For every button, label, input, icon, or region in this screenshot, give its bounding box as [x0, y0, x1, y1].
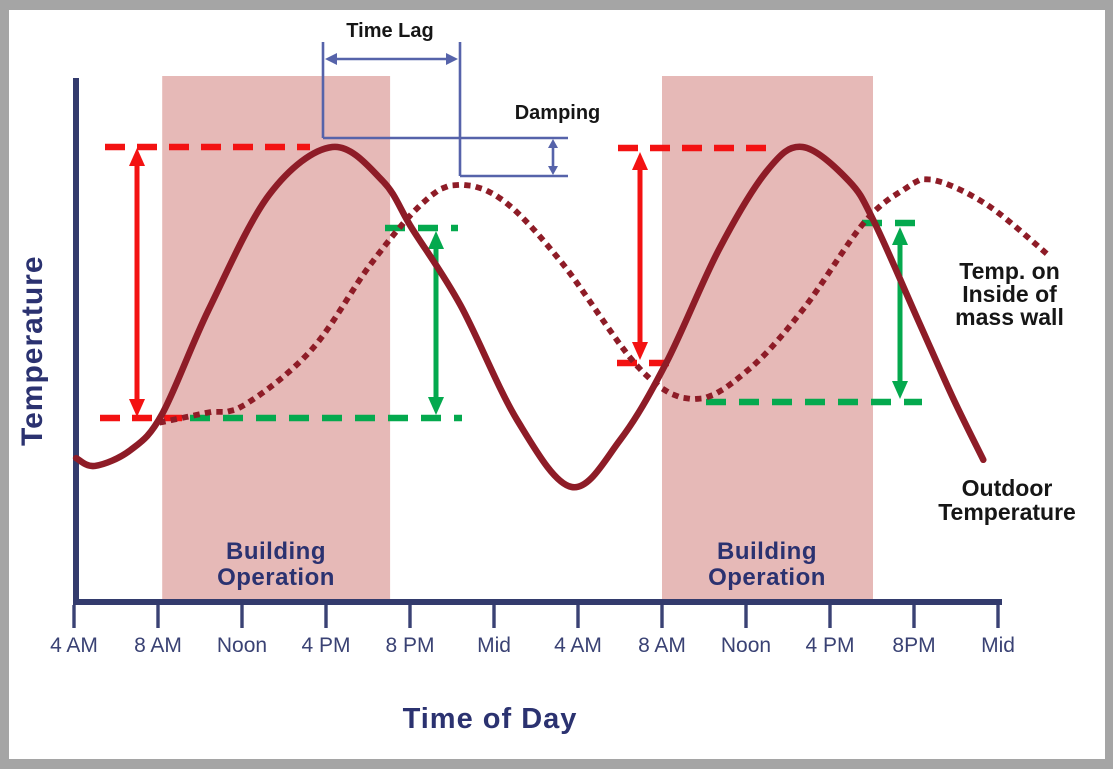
x-tick-label: 8 AM	[134, 634, 182, 657]
outdoor-temperature-series-label: Outdoor Temperature	[903, 476, 1111, 524]
x-axis-ticks	[72, 605, 1000, 628]
x-tick-label: 4 PM	[805, 634, 855, 657]
time-lag-bracket	[321, 42, 462, 176]
building-operation-line2: Operation	[708, 564, 826, 591]
building-operation-line1: Building	[226, 538, 326, 565]
outdoor-swing-arrow-1	[129, 148, 145, 417]
x-tick-label: 4 PM	[301, 634, 351, 657]
x-tick-label: 8 AM	[638, 634, 686, 657]
x-tick-label: Mid	[981, 634, 1015, 657]
outdoor-temperature-curve	[72, 143, 987, 491]
building-operation-label-1: Building Operation	[186, 539, 366, 591]
x-tick-label: 8 PM	[385, 634, 435, 657]
x-tick-label: 8PM	[892, 634, 936, 657]
x-tick-label: Noon	[216, 634, 268, 657]
inside-swing-arrow-2	[892, 227, 908, 399]
x-tick-label: Noon	[720, 634, 772, 657]
x-tick-label: Mid	[477, 634, 511, 657]
building-operation-line2: Operation	[217, 564, 335, 591]
building-operation-band-2	[662, 76, 873, 602]
y-axis-title: Temperature	[16, 255, 49, 447]
x-tick-label: 4 AM	[554, 634, 602, 657]
inside-label-line1: Temp. on	[959, 258, 1060, 284]
inside-mass-wall-curve	[158, 176, 1053, 426]
inside-label-line3: mass wall	[955, 304, 1064, 330]
outdoor-label-line1: Outdoor	[961, 475, 1053, 501]
outdoor-swing-arrow-2	[632, 152, 648, 360]
damping-bracket	[323, 136, 568, 178]
building-operation-band-1	[162, 76, 391, 602]
x-tick-label: 4 AM	[50, 634, 98, 657]
inside-mass-wall-series-label: Temp. on Inside of mass wall	[917, 260, 1102, 329]
damping-label: Damping	[514, 102, 601, 124]
building-operation-line1: Building	[717, 538, 817, 565]
building-operation-label-2: Building Operation	[677, 539, 857, 591]
time-lag-label: Time Lag	[346, 20, 434, 42]
inside-label-line2: Inside of	[962, 281, 1057, 307]
x-axis-title: Time of Day	[402, 703, 578, 735]
outdoor-label-line2: Temperature	[938, 499, 1076, 525]
